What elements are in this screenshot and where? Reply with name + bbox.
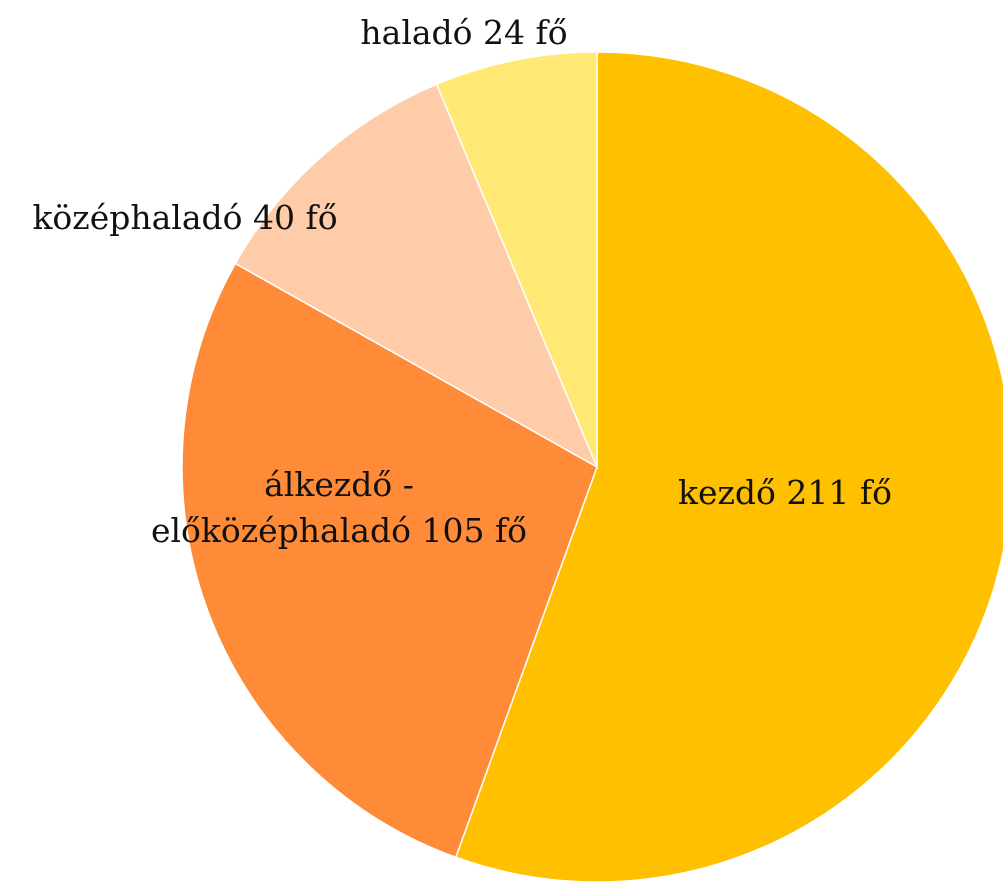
pie-slice (435, 51, 598, 468)
pie-slice (454, 51, 1003, 883)
pie-slice (234, 83, 599, 469)
data-label: középhaladó 40 fő (32, 198, 337, 237)
category-label: kezdő (678, 473, 776, 512)
value-label: 40 fő (253, 198, 338, 237)
pie-slice (181, 262, 598, 859)
value-label: 105 fő (421, 511, 527, 550)
value-label: 24 fő (483, 13, 568, 52)
data-label: előközéphaladó 105 fő (151, 511, 527, 550)
value-label: 211 fő (786, 473, 892, 512)
category-label: álkezdő - (264, 465, 414, 504)
data-label: kezdő 211 fő (678, 473, 892, 512)
category-label: középhaladó (32, 198, 242, 237)
category-label: haladó (360, 13, 472, 52)
data-label: álkezdő - (264, 465, 414, 504)
data-label: haladó 24 fő (360, 13, 567, 52)
category-label: előközéphaladó (151, 511, 411, 550)
